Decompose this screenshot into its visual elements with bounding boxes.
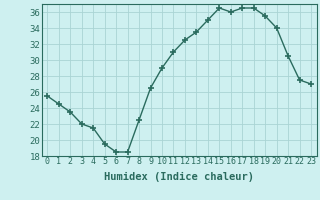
X-axis label: Humidex (Indice chaleur): Humidex (Indice chaleur) xyxy=(104,172,254,182)
